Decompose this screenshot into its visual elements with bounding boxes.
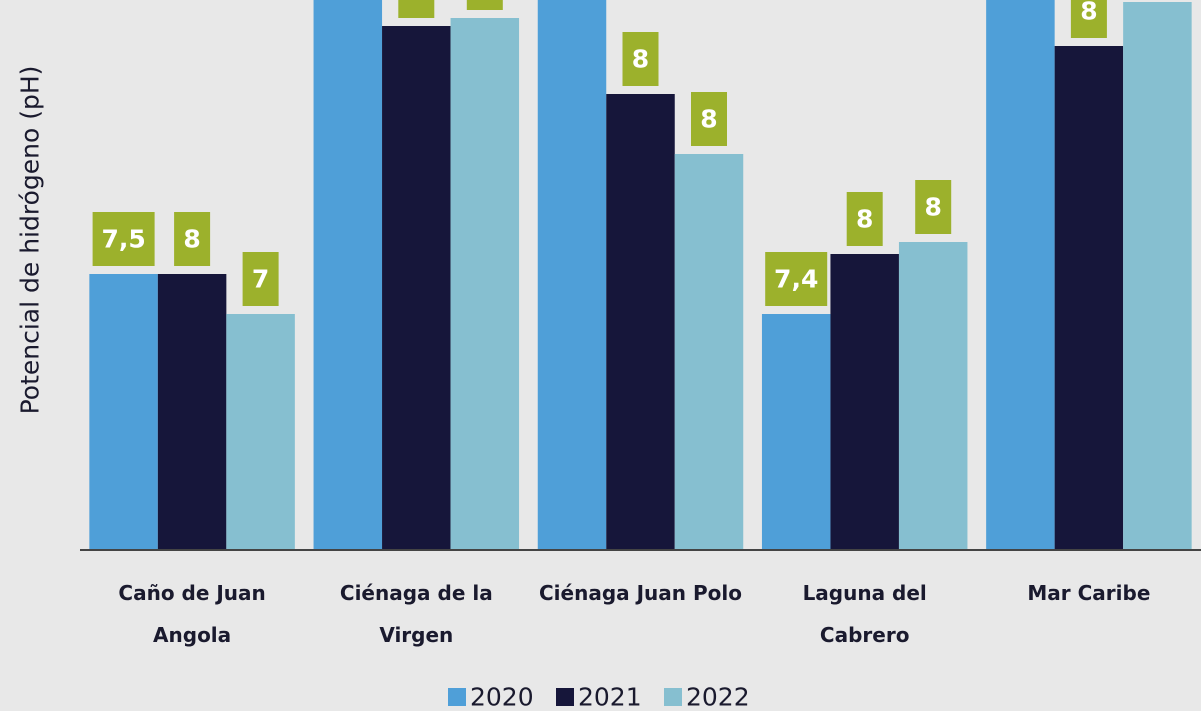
value-label: 7,4 [774,265,818,294]
value-label-box [1070,0,1107,38]
value-label-box [466,0,503,10]
value-label: 8 [856,205,873,234]
value-label: 7,5 [101,225,145,254]
bar [313,0,383,550]
value-label: 7 [252,265,269,294]
value-label-box [765,252,828,306]
bar [898,242,968,550]
value-label: 8 [632,45,649,74]
bar [1123,2,1192,550]
legend-swatch [556,688,574,706]
bar [157,274,227,550]
x-tick-label: Mar Caribe [1027,581,1151,605]
bar [382,26,451,550]
value-label: 8 [1080,0,1097,26]
value-label: 8 [183,225,200,254]
value-label-box [398,0,435,18]
legend-label: 2022 [686,683,750,711]
legend-label: 2020 [470,683,534,711]
bar [606,94,675,550]
y-axis-label: Potencial de hidrógeno (pH) [16,66,45,415]
bar [226,314,295,550]
value-label: 8 [700,105,717,134]
x-tick-label: Ciénaga Juan Polo [539,581,742,605]
legend-label: 2021 [578,683,642,711]
bar [537,0,607,550]
value-label-box [622,32,659,86]
bar [761,314,831,550]
value-label: 8 [408,0,425,6]
bar [1054,46,1124,550]
x-tick-label: Laguna del Cabrero [802,581,927,647]
value-label: 8 [924,193,941,222]
bar [830,254,899,550]
value-label-box [174,212,211,266]
legend-swatch [448,688,466,706]
legend-swatch [664,688,682,706]
value-label-box [846,192,883,246]
bar [89,274,158,550]
bar [674,154,744,550]
value-label-box [242,252,279,306]
bar [450,18,520,550]
value-label-box [691,92,727,146]
value-label-box [915,180,952,234]
x-tick-label: Caño de Juan Angola [118,581,266,647]
x-tick-label: Ciénaga de la Virgen [339,581,493,647]
value-label-box [92,212,155,266]
bar [986,0,1055,550]
